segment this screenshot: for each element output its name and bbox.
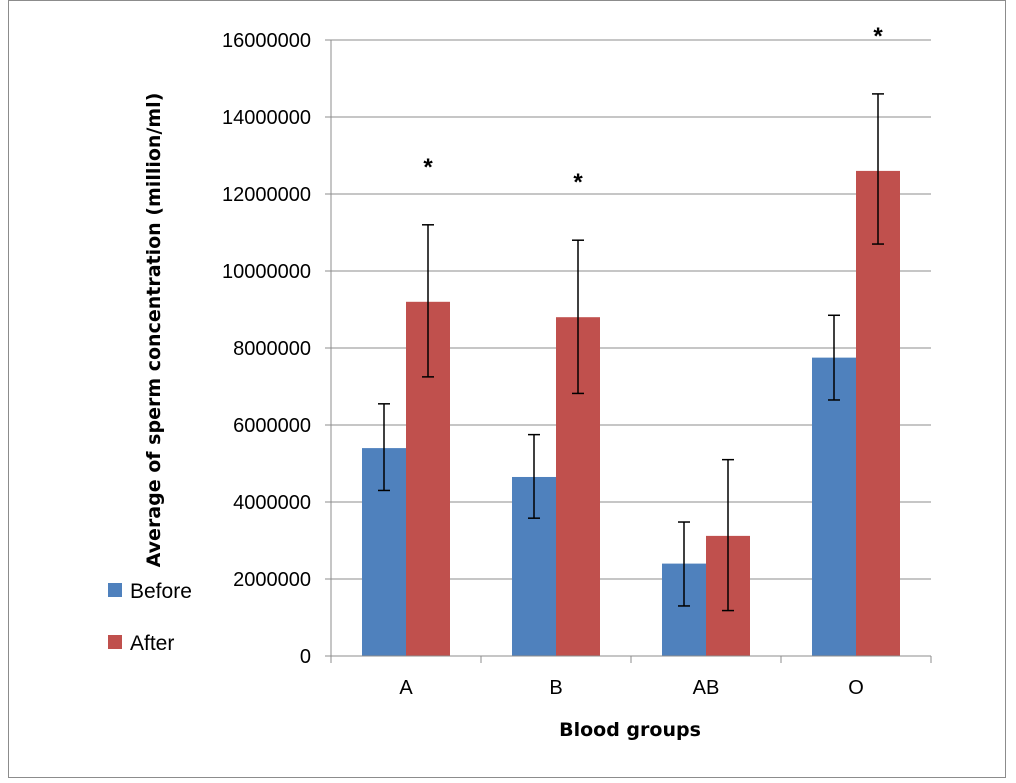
y-tick-label: 16000000: [222, 30, 311, 52]
y-tick-label: 4000000: [233, 492, 311, 514]
bar-before-o: [812, 357, 856, 656]
x-category-label: A: [399, 677, 413, 699]
legend-swatch-before: [108, 583, 122, 597]
x-axis-title: Blood groups: [559, 719, 701, 741]
y-tick-label: 6000000: [233, 415, 311, 437]
y-tick-label: 14000000: [222, 107, 311, 129]
labels: 0 2000000 4000000 6000000 8000000 10000000 120…: [222, 23, 883, 699]
x-category-label: AB: [693, 677, 720, 699]
bars: [362, 170, 900, 656]
legend-swatch-after: [108, 635, 122, 649]
bar-after-o: [856, 170, 900, 656]
significance-marker: *: [573, 169, 583, 196]
y-axis-title: Average of sperm concentration (million/…: [143, 93, 165, 568]
significance-marker: *: [423, 154, 433, 181]
y-tick-label: 12000000: [222, 184, 311, 206]
error-bars: [378, 93, 884, 612]
x-category-label: O: [848, 677, 864, 699]
y-tick-label: 0: [300, 646, 311, 668]
y-tick-label: 8000000: [233, 338, 311, 360]
axes: [325, 39, 932, 663]
legend-label-before: Before: [130, 580, 192, 603]
y-tick-label: 2000000: [233, 569, 311, 591]
significance-marker: *: [873, 23, 883, 50]
y-tick-label: 10000000: [222, 261, 311, 283]
x-category-label: B: [549, 677, 562, 699]
legend: Before After: [108, 580, 192, 655]
legend-label-after: After: [130, 632, 174, 655]
